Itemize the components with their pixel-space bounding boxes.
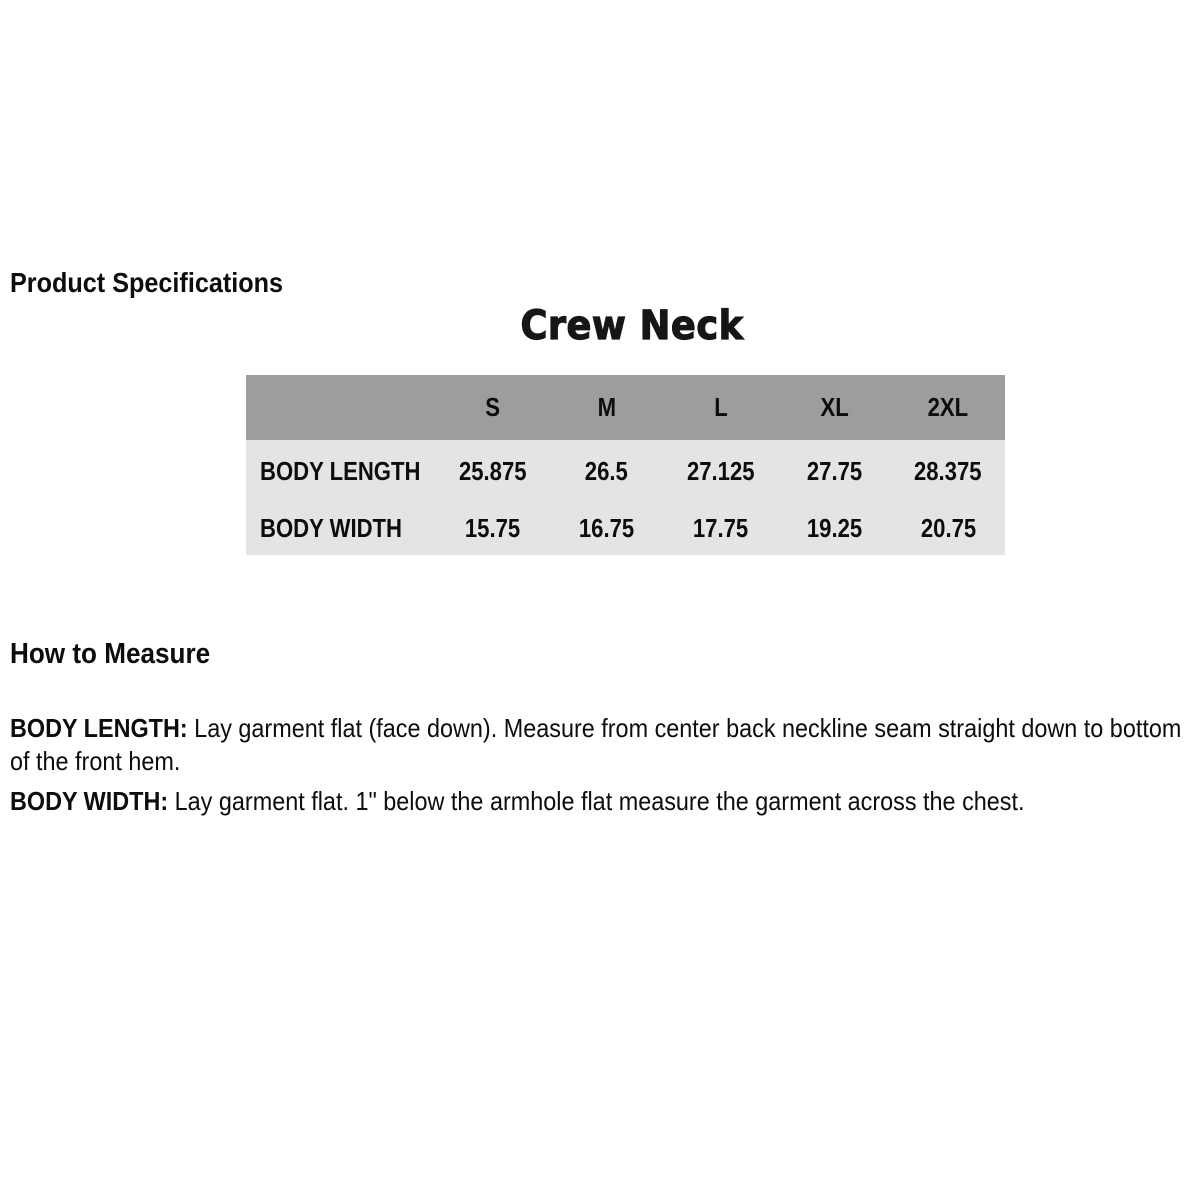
cell-value: 27.75 — [806, 455, 862, 486]
size-chart-corner-cell — [246, 375, 436, 440]
column-header-label: L — [713, 392, 728, 422]
body-length-description: Lay garment flat (face down). Measure fr… — [10, 713, 1182, 776]
row-label: BODY LENGTH — [260, 455, 421, 486]
column-header-s: S — [436, 375, 550, 440]
column-header-label: XL — [820, 392, 849, 422]
column-header-label: M — [597, 392, 616, 422]
how-to-measure-heading: How to Measure — [10, 638, 211, 670]
cell-value: 15.75 — [465, 513, 521, 543]
cell-value: 26.5 — [585, 455, 629, 486]
column-header-2xl: 2XL — [891, 375, 1005, 440]
table-cell-body-width-m: 16.75 — [549, 497, 664, 555]
cell-value: 27.125 — [686, 455, 755, 486]
body-width-term: BODY WIDTH: — [10, 786, 175, 816]
table-row-label-body-length: BODY LENGTH — [246, 440, 436, 497]
table-cell-body-length-m: 26.5 — [549, 440, 664, 497]
measuring-instructions: BODY LENGTH: Lay garment flat (face down… — [10, 712, 1200, 825]
cell-value: 25.875 — [459, 455, 527, 486]
body-width-instruction: BODY WIDTH: Lay garment flat. 1" below t… — [10, 785, 1200, 818]
body-length-term: BODY LENGTH: — [10, 713, 195, 743]
column-header-label: S — [485, 392, 501, 422]
body-length-instruction: BODY LENGTH: Lay garment flat (face down… — [10, 712, 1200, 778]
table-cell-body-width-xl: 19.25 — [777, 497, 892, 555]
cell-value: 19.25 — [806, 513, 862, 543]
body-width-description: Lay garment flat. 1" below the armhole f… — [174, 786, 1025, 816]
table-cell-body-length-l: 27.125 — [663, 440, 778, 497]
cell-value: 20.75 — [920, 513, 976, 543]
cell-value: 16.75 — [579, 513, 635, 543]
size-chart-title: Crew Neck — [520, 302, 744, 349]
table-cell-body-length-xl: 27.75 — [777, 440, 892, 497]
table-cell-body-length-s: 25.875 — [436, 440, 550, 497]
table-cell-body-width-l: 17.75 — [663, 497, 778, 555]
cell-value: 28.375 — [914, 455, 982, 486]
table-cell-body-width-s: 15.75 — [436, 497, 550, 555]
page-title: Product Specifications — [10, 267, 284, 298]
table-cell-body-length-2xl: 28.375 — [891, 440, 1005, 497]
row-label: BODY WIDTH — [260, 513, 403, 543]
table-cell-body-width-2xl: 20.75 — [891, 497, 1005, 555]
column-header-m: M — [549, 375, 664, 440]
column-header-label: 2XL — [927, 392, 969, 422]
column-header-xl: XL — [777, 375, 892, 440]
size-chart-table: S M L XL 2XL BODY LENGTH 25.875 26.5 27.… — [246, 375, 1005, 555]
cell-value: 17.75 — [692, 513, 749, 543]
table-row-label-body-width: BODY WIDTH — [246, 497, 436, 555]
column-header-l: L — [663, 375, 778, 440]
